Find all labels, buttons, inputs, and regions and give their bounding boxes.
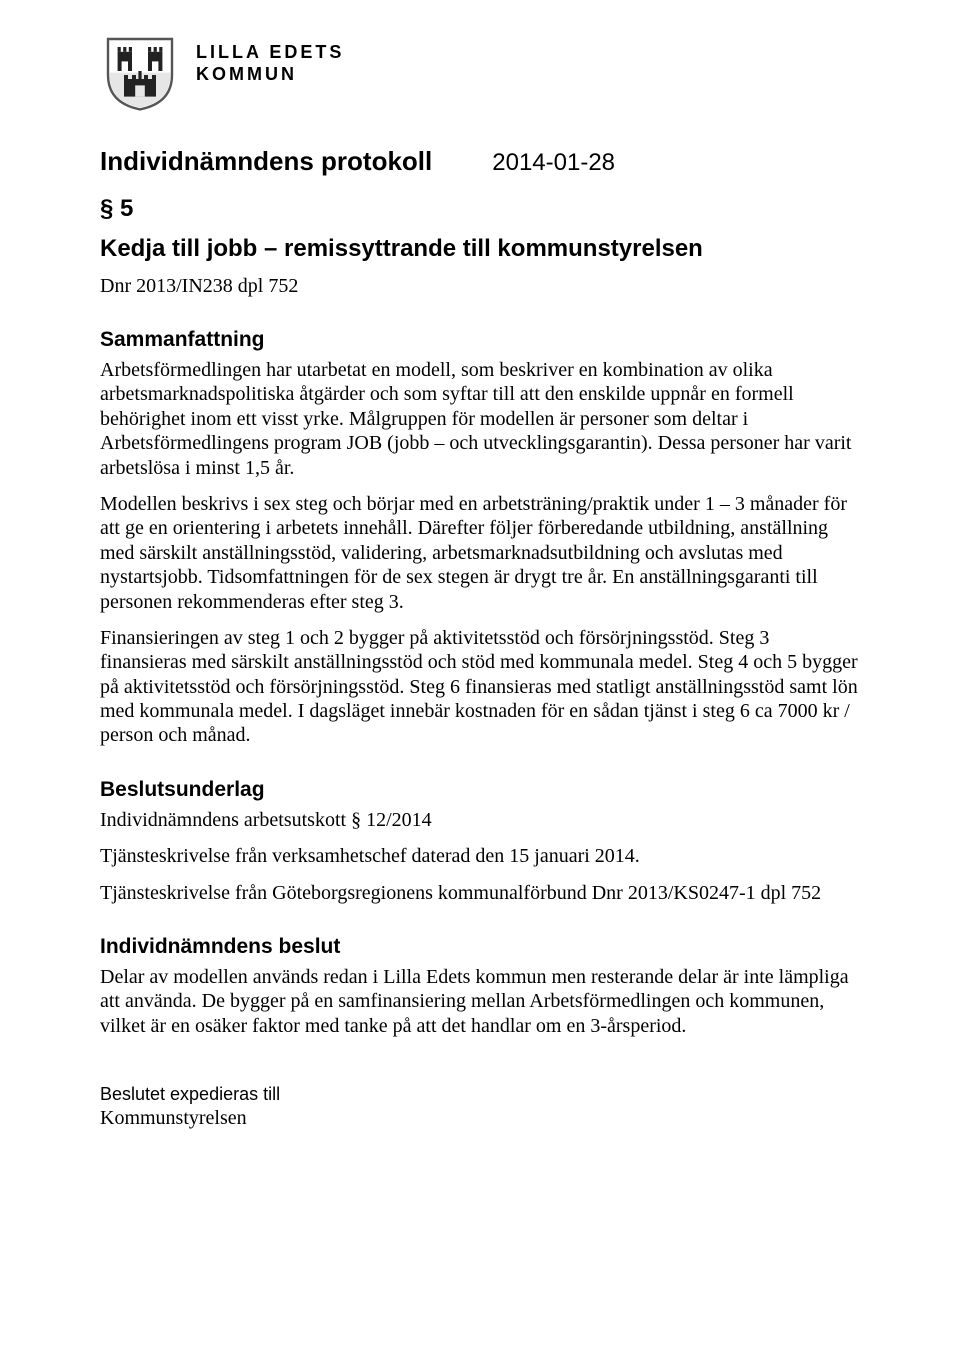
summary-heading: Sammanfattning [100,328,860,352]
section-number: § 5 [100,195,860,223]
kommun-shield-icon [100,30,180,112]
summary-paragraph-3: Finansieringen av steg 1 och 2 bygger på… [100,626,860,748]
beslut-paragraph-1: Delar av modellen används redan i Lilla … [100,965,860,1038]
summary-paragraph-2: Modellen beskrivs i sex steg och börjar … [100,492,860,614]
kommun-name: LILLA EDETS KOMMUN [196,42,344,85]
underlag-heading: Beslutsunderlag [100,778,860,802]
main-heading: Kedja till jobb – remissyttrande till ko… [100,235,860,263]
title-row: Individnämndens protokoll 2014-01-28 [100,146,860,177]
document-date: 2014-01-28 [492,149,615,177]
page-container: LILLA EDETS KOMMUN Individnämndens proto… [0,0,960,1170]
kommun-line2: KOMMUN [196,64,344,86]
expedieras-label: Beslutet expedieras till [100,1084,860,1105]
beslut-heading: Individnämndens beslut [100,935,860,959]
document-title: Individnämndens protokoll [100,146,432,177]
dnr-line: Dnr 2013/IN238 dpl 752 [100,275,860,298]
summary-paragraph-1: Arbetsförmedlingen har utarbetat en mode… [100,358,860,480]
underlag-line-1: Individnämndens arbetsutskott § 12/2014 [100,808,860,832]
kommun-line1: LILLA EDETS [196,42,344,64]
expedieras-to: Kommunstyrelsen [100,1107,860,1130]
underlag-line-3: Tjänsteskrivelse från Göteborgsregionens… [100,881,860,905]
underlag-line-2: Tjänsteskrivelse från verksamhetschef da… [100,844,860,868]
header: LILLA EDETS KOMMUN [100,30,860,112]
